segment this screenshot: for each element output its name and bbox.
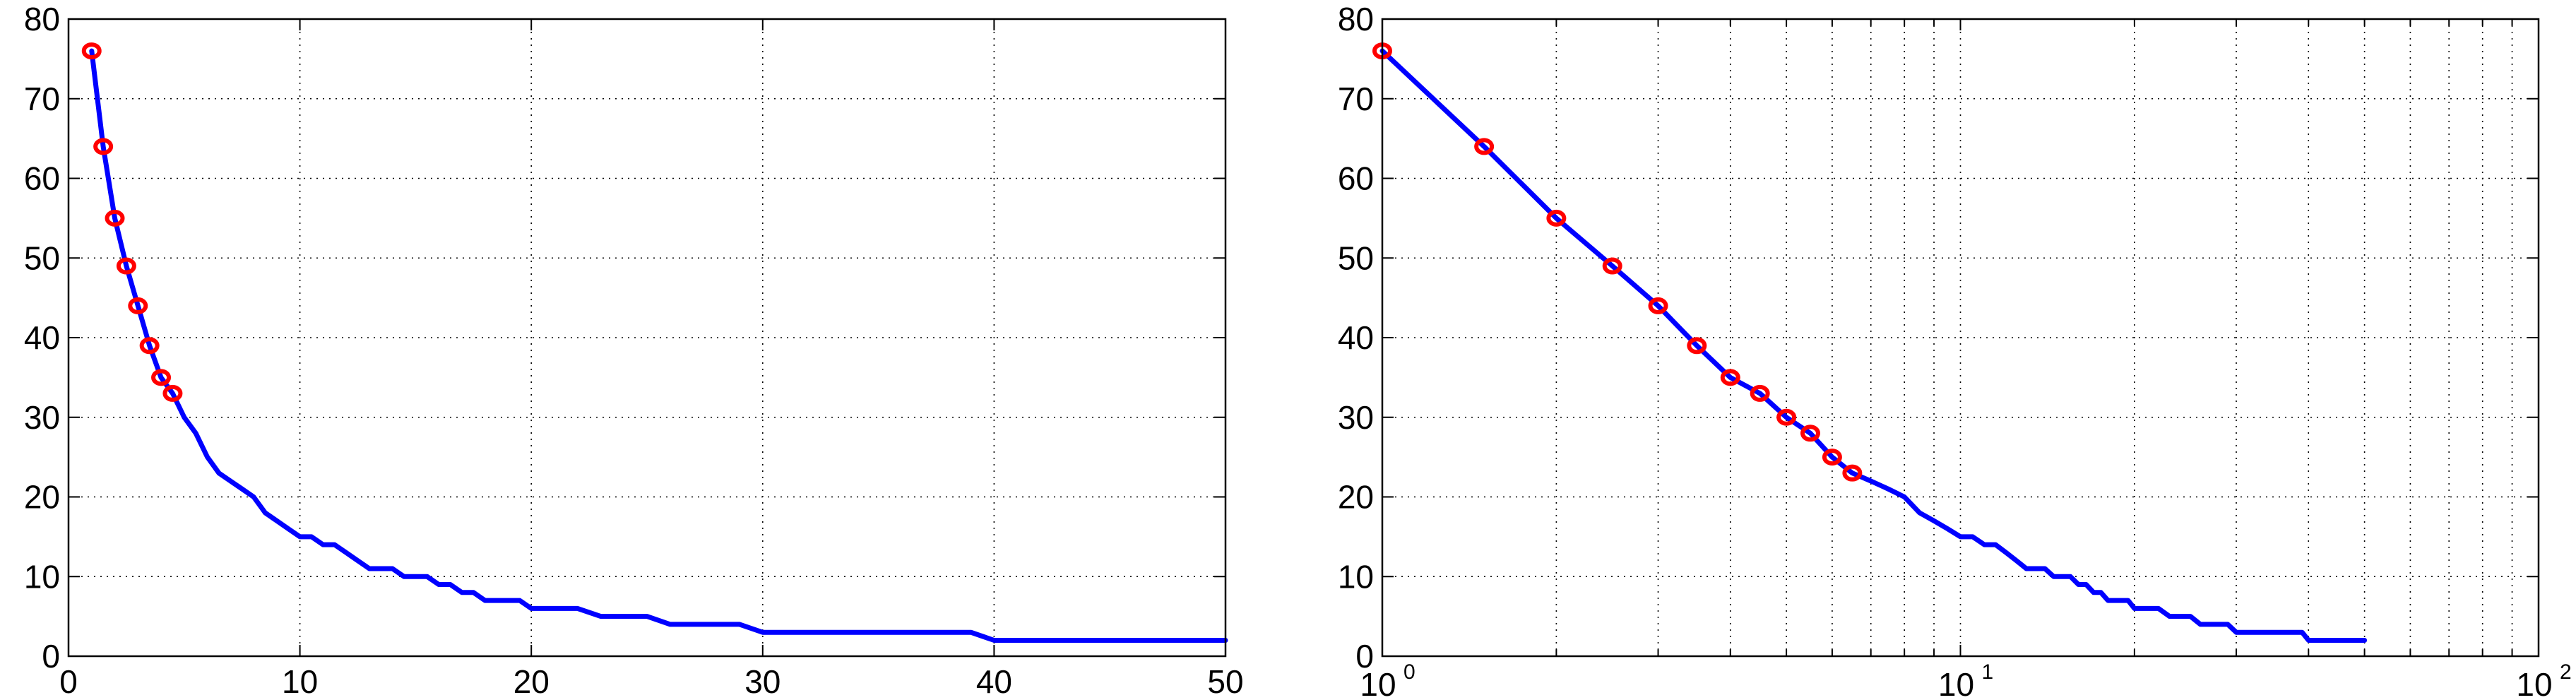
data-point — [1687, 337, 1707, 355]
data-point — [1776, 408, 1797, 426]
y-tick-label: 10 — [24, 558, 60, 595]
y-tick-label: 60 — [24, 160, 60, 197]
y-tick-label: 60 — [1338, 160, 1374, 197]
x-tick-label: 10 — [2516, 666, 2552, 700]
data-point — [1750, 384, 1770, 402]
data-point — [1648, 297, 1668, 314]
axes-frame — [67, 18, 1227, 658]
axes-frame — [1381, 18, 2540, 658]
y-tick-label: 10 — [1338, 558, 1374, 595]
y-tick-label: 50 — [24, 239, 60, 276]
data-point — [1800, 425, 1820, 442]
data-point — [93, 138, 114, 155]
data-point — [162, 384, 183, 402]
data-point — [1842, 464, 1863, 482]
y-tick-label: 40 — [24, 319, 60, 356]
data-point — [81, 42, 102, 60]
data-point — [1720, 369, 1740, 386]
x-tick-label-exponent: 2 — [2560, 660, 2572, 684]
grid — [1382, 19, 2539, 656]
marker-group — [1372, 42, 1863, 482]
data-point — [1822, 449, 1842, 466]
data-point — [128, 297, 148, 314]
x-tick-label: 10 — [1938, 666, 1974, 700]
x-tick-label-exponent: 0 — [1403, 660, 1415, 684]
y-tick-label: 0 — [42, 638, 60, 675]
data-point — [1474, 138, 1495, 155]
y-tick-label: 0 — [1355, 638, 1374, 675]
data-point — [105, 209, 125, 227]
y-tick-label: 20 — [1338, 479, 1374, 516]
data-point — [151, 369, 172, 386]
y-tick-label: 30 — [1338, 399, 1374, 436]
marker-group — [81, 42, 183, 402]
x-tick-label: 10 — [282, 663, 318, 700]
x-tick-label: 30 — [744, 663, 780, 700]
data-point — [1602, 257, 1622, 275]
x-tick-label: 10 — [1360, 666, 1396, 700]
data-point — [139, 337, 160, 355]
y-tick-label: 40 — [1338, 319, 1374, 356]
y-tick-label: 20 — [24, 479, 60, 516]
x-tick-label: 0 — [59, 663, 78, 700]
data-point — [1546, 209, 1567, 227]
data-point — [116, 257, 136, 275]
x-tick-label: 20 — [514, 663, 550, 700]
y-tick-label: 80 — [24, 1, 60, 37]
x-tick-label: 50 — [1207, 663, 1243, 700]
series-line — [89, 48, 1228, 643]
x-tick-label-exponent: 1 — [1982, 660, 1994, 684]
y-tick-label: 30 — [24, 399, 60, 436]
chart-1: 0 10 20 30 40 50 60 70 80 0 10 20 30 40 50 — [24, 1, 1244, 700]
grid — [69, 19, 1225, 656]
y-tick-label: 70 — [1338, 81, 1374, 117]
x-tick-label: 40 — [976, 663, 1012, 700]
y-tick-label: 70 — [24, 81, 60, 117]
y-tick-label: 50 — [1338, 239, 1374, 276]
y-tick-label: 80 — [1338, 1, 1374, 37]
